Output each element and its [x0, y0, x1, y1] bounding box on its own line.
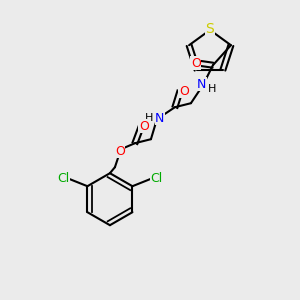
- Text: N: N: [197, 78, 207, 91]
- Text: O: O: [139, 120, 149, 133]
- Text: Cl: Cl: [150, 172, 163, 185]
- Text: H: H: [145, 113, 153, 123]
- Text: O: O: [115, 145, 125, 158]
- Text: H: H: [208, 84, 216, 94]
- Text: S: S: [206, 22, 214, 36]
- Text: N: N: [155, 112, 165, 125]
- Text: O: O: [179, 85, 189, 98]
- Text: Cl: Cl: [57, 172, 70, 185]
- Text: O: O: [191, 57, 201, 70]
